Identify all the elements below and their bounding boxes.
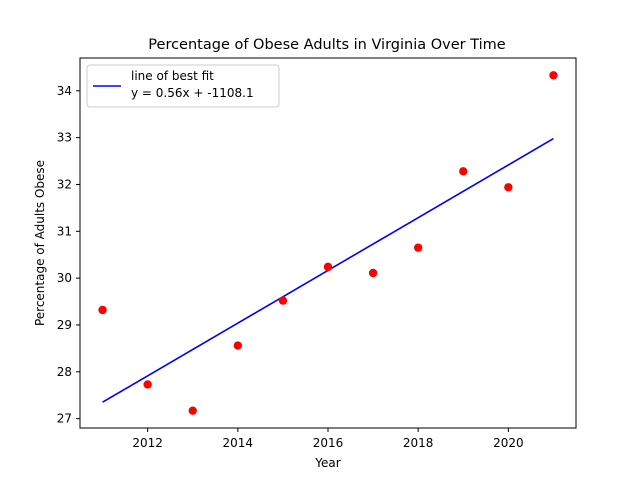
x-axis-label: Year (314, 456, 340, 470)
plot-area (98, 71, 558, 415)
legend-label-line: line of best fit (131, 69, 214, 83)
y-tick-label: 33 (57, 131, 72, 145)
legend-label-equation: y = 0.56x + -1108.1 (131, 86, 254, 100)
data-point (98, 305, 107, 315)
data-point (459, 167, 468, 176)
data-point (278, 296, 288, 305)
y-tick-label: 32 (57, 177, 72, 191)
legend-box (86, 64, 280, 108)
y-tick-label: 34 (57, 84, 72, 98)
y-tick-label: 28 (57, 365, 72, 379)
data-point (323, 262, 333, 272)
y-axis-ticks: 27 28 29 30 31 32 33 34 (57, 84, 80, 426)
data-point (188, 406, 197, 415)
y-tick-label: 29 (57, 318, 72, 332)
y-tick-label: 27 (57, 412, 72, 426)
y-axis-label: Percentage of Adults Obese (33, 160, 47, 326)
y-tick-label: 31 (57, 224, 72, 238)
data-point (368, 268, 378, 278)
x-tick-label: 2018 (403, 436, 434, 450)
plot-frame (79, 57, 577, 429)
data-point (413, 243, 423, 252)
x-tick-label: 2016 (313, 436, 344, 450)
legend: line of best fit y = 0.56x + -1108.1 (86, 64, 280, 108)
x-tick-label: 2020 (493, 436, 524, 450)
x-tick-label: 2014 (223, 436, 254, 450)
data-point (233, 341, 243, 350)
y-tick-label: 30 (57, 271, 72, 285)
data-point (504, 183, 513, 192)
x-tick-label: 2012 (132, 436, 163, 450)
data-point (143, 380, 152, 389)
data-point (549, 71, 558, 80)
x-axis-ticks: 2012 2014 2016 2018 2020 (132, 428, 524, 450)
chart-title: Percentage of Obese Adults in Virginia O… (148, 37, 505, 53)
